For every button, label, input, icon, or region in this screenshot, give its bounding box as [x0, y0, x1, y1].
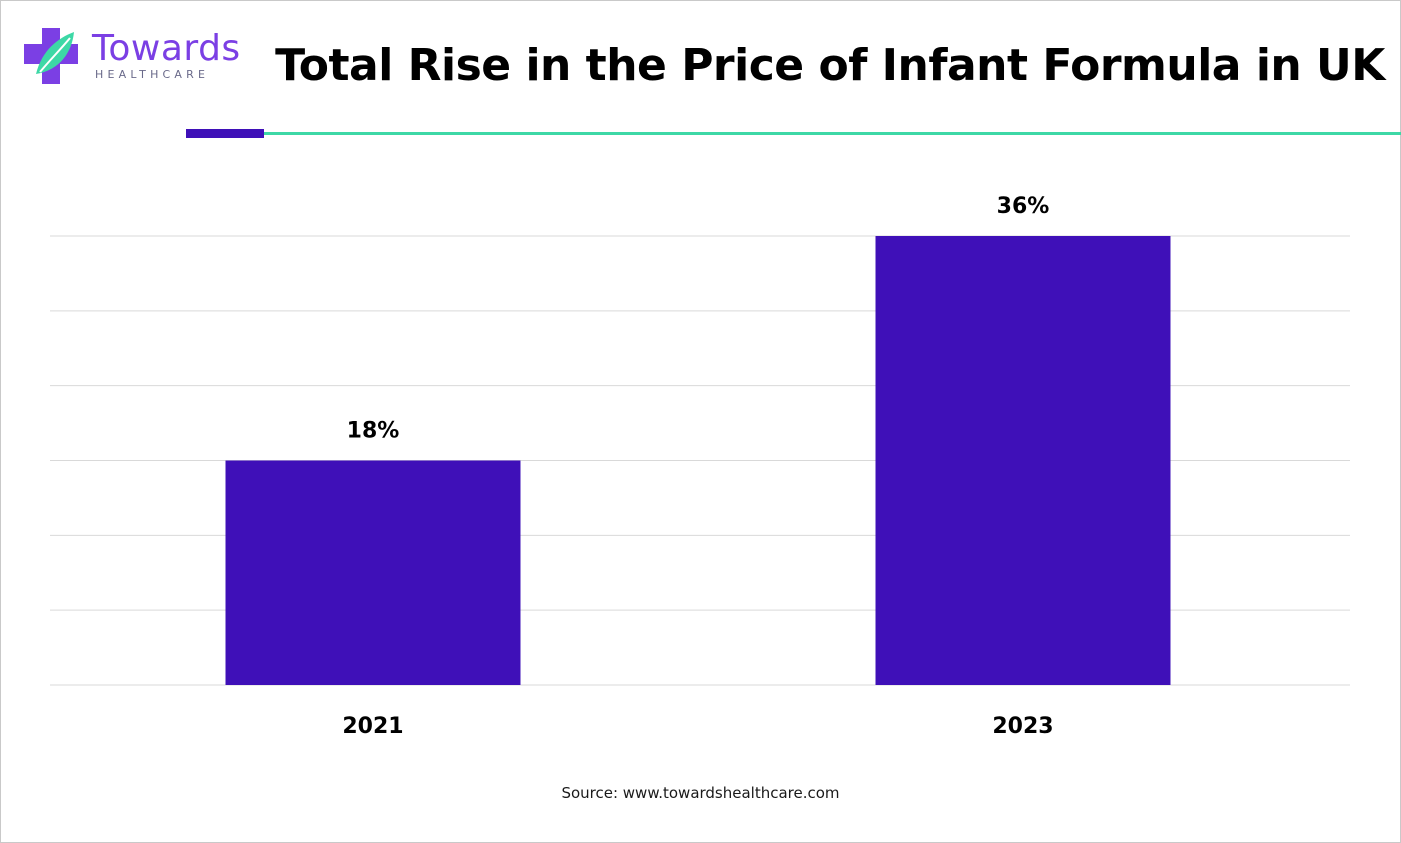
data-label-2021: 18% [347, 419, 400, 444]
x-tick-label-2023: 2023 [992, 714, 1053, 739]
logo-tagline: HEALTHCARE [95, 68, 210, 81]
bar-chart: 18% 2021 36% 2023 [50, 194, 1350, 739]
source-note: Source: www.towardshealthcare.com [561, 784, 840, 802]
bar-2021 [225, 460, 521, 685]
brand-logo: Towards HEALTHCARE [22, 26, 240, 86]
medical-cross-leaf-icon [24, 28, 78, 84]
data-label-2023: 36% [997, 194, 1050, 219]
bar-2023 [875, 236, 1171, 685]
chart-title: Total Rise in the Price of Infant Formul… [275, 40, 1385, 91]
logo-name: Towards [92, 28, 241, 69]
title-rule-accent [186, 129, 264, 138]
x-tick-label-2021: 2021 [342, 714, 403, 739]
title-rule-line [264, 132, 1401, 135]
